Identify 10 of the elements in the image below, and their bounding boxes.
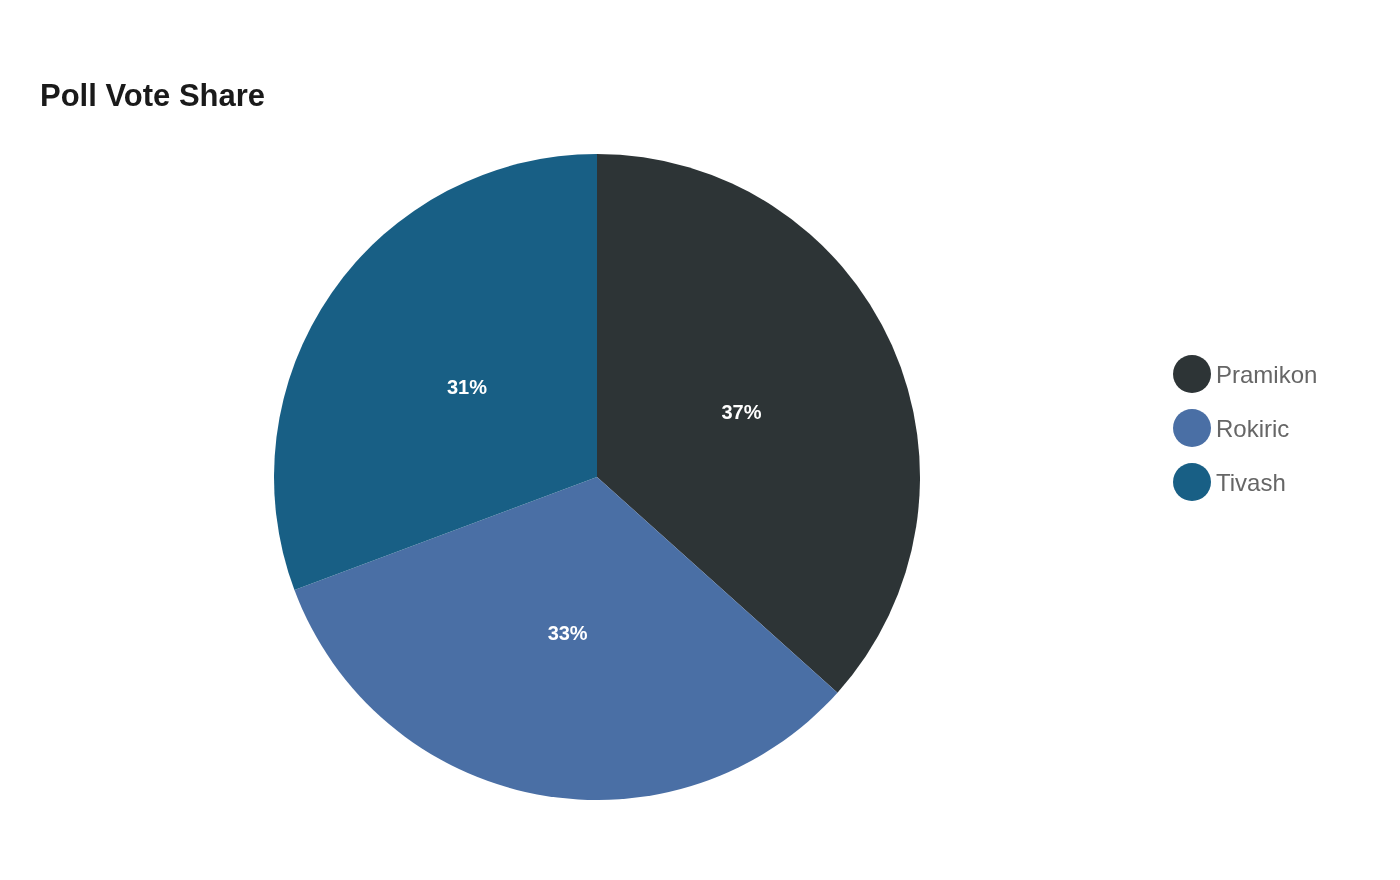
pie-slice [274, 154, 597, 591]
data-label: 33% [547, 621, 588, 644]
legend-label: Rokiric [1216, 414, 1290, 442]
legend-label: Pramikon [1216, 360, 1318, 388]
chart-title: Poll Vote Share [40, 78, 266, 113]
data-label: 37% [721, 401, 762, 424]
data-label: 31% [446, 375, 488, 398]
legend-label: Tivash [1216, 468, 1286, 496]
pie-slice [597, 154, 920, 693]
pie-slice [294, 477, 838, 800]
